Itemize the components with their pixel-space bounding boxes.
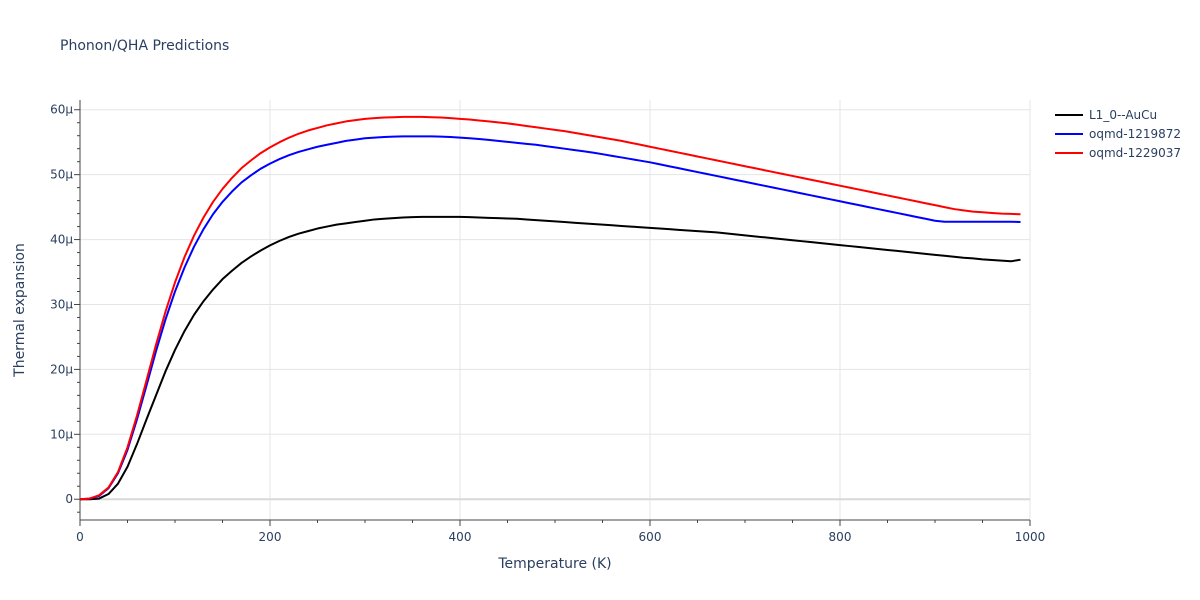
y-tick-label: 20μ [50,362,73,376]
y-tick-label: 0 [65,492,73,506]
y-tick-label: 50μ [50,168,73,182]
x-tick-label: 200 [259,530,282,544]
x-ticks: 0 200 400 600 800 1000 [76,520,1045,544]
x-tick-label: 1000 [1015,530,1046,544]
legend-label: L1_0--AuCu [1089,108,1157,122]
legend-label: oqmd-1229037 [1089,146,1181,160]
legend-label: oqmd-1219872 [1089,127,1181,141]
legend-item[interactable]: oqmd-1219872 [1055,127,1181,141]
x-tick-label: 400 [449,530,472,544]
y-ticks: 0 10μ 20μ 30μ 40μ 50μ 60μ [50,103,80,513]
x-axis-label: Temperature (K) [497,556,611,572]
y-axis-label: Thermal expansion [12,243,28,378]
y-tick-label: 30μ [50,297,73,311]
series-group [79,115,1021,501]
legend-item[interactable]: oqmd-1229037 [1055,146,1181,160]
x-tick-label: 0 [76,530,84,544]
y-tick-label: 10μ [50,427,73,441]
legend-item[interactable]: L1_0--AuCu [1055,108,1157,122]
y-tick-label: 40μ [50,233,73,247]
grid [80,100,1031,520]
x-tick-label: 800 [829,530,852,544]
series-line-oqmd-1219872 [79,135,1021,501]
legend[interactable]: L1_0--AuCu oqmd-1219872 oqmd-1229037 [1055,108,1181,160]
chart-title: Phonon/QHA Predictions [60,38,229,54]
x-tick-label: 600 [639,530,662,544]
series-line-l1-0-aucu [80,215,1021,501]
y-tick-label: 60μ [50,103,73,117]
series-line-oqmd-1229037 [79,115,1021,501]
